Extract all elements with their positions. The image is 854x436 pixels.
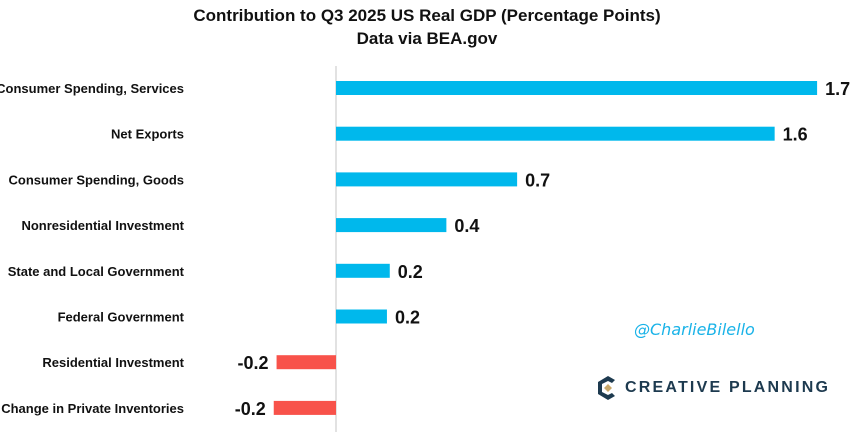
bar [336,309,387,324]
data-label: 1.6 [783,125,808,145]
bar [336,126,775,141]
logo-text: CREATIVE PLANNING [625,379,831,396]
logo-mark-icon [598,376,615,400]
data-label: 1.7 [825,79,850,99]
bar [336,263,390,278]
category-label: Change in Private Inventories [1,401,184,416]
data-label: 0.2 [395,308,420,328]
data-label: 0.7 [525,170,550,190]
data-label: -0.2 [238,353,269,373]
category-label: Net Exports [111,127,184,142]
category-label: Nonresidential Investment [21,218,184,233]
creative-planning-logo: CREATIVE PLANNING [597,376,830,400]
bar [336,172,518,187]
bar [276,355,336,370]
data-label: 0.4 [454,216,479,236]
chart-title: Contribution to Q3 2025 US Real GDP (Per… [193,6,661,25]
category-label: Federal Government [58,310,185,325]
category-label: Residential Investment [42,355,184,370]
twitter-handle: @CharlieBilello [634,320,755,339]
data-label: 0.2 [398,262,423,282]
category-label: Consumer Spending, Goods [8,172,184,187]
bar [336,81,818,95]
category-label: State and Local Government [8,264,185,279]
data-label: -0.2 [235,399,266,419]
category-label: Consumer Spending, Services [0,81,184,96]
bar [273,400,336,415]
bar [336,218,447,233]
chart-subtitle: Data via BEA.gov [356,29,498,48]
